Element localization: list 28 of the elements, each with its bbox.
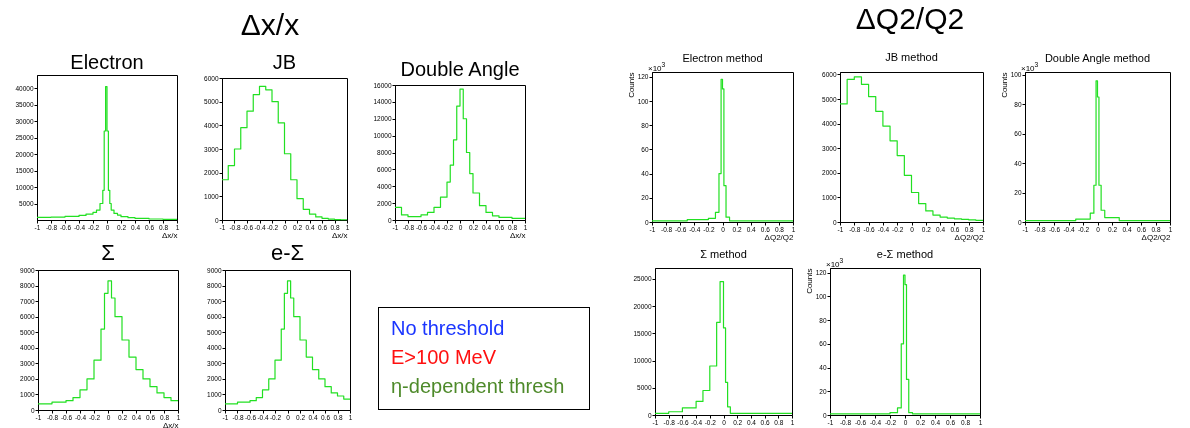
chart-title: JB (272, 51, 297, 73)
chart-title: e-Σ method (876, 248, 934, 260)
y-axis-title: Counts (804, 268, 814, 294)
chart-title: Electron method (682, 52, 763, 64)
chart-title: Σ (101, 240, 115, 265)
y-axis-title: Counts (999, 72, 1009, 98)
annotation: ×10$^{3}$ (1021, 61, 1039, 73)
text: E>100 MeV (391, 345, 498, 370)
annotation: ×10$^{3}$ (826, 257, 844, 269)
text: η-dependent thresh (391, 374, 566, 399)
chart-title: JB method (885, 51, 938, 64)
x-axis-title: Δx/x (331, 231, 348, 240)
x-axis-title: Δx/x (162, 421, 179, 428)
text: Δx/x (240, 8, 300, 42)
chart-title: Σ method (700, 248, 747, 260)
annotation: ×10$^{3}$ (648, 61, 666, 73)
x-axis-title: Δx/x (161, 231, 178, 240)
x-axis-title: ΔQ2/Q2 (1141, 233, 1172, 242)
x-axis-title: ΔQ2/Q2 (764, 233, 795, 242)
chart-title: Electron (70, 51, 144, 73)
text: No threshold (391, 316, 506, 341)
x-axis-title: Δx/x (509, 231, 526, 240)
y-axis-title: Counts (626, 72, 636, 98)
chart-title: e-Σ (270, 240, 305, 265)
chart-title: Double Angle method (1044, 51, 1151, 64)
chart-title: Double Angle (400, 58, 520, 80)
text: ΔQ2/Q2 (855, 2, 965, 36)
x-axis-title: ΔQ2/Q2 (954, 233, 985, 242)
